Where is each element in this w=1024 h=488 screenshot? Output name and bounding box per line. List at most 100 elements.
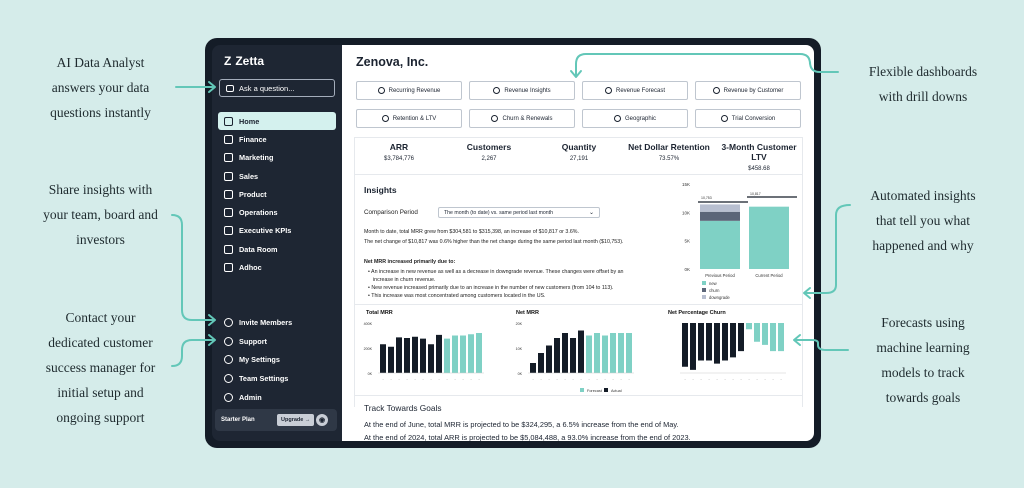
- bar-actual: [562, 333, 568, 373]
- x-tick-label: ·: [628, 377, 629, 382]
- legend-swatch-new: [702, 281, 706, 285]
- marker-label: 10,817: [750, 192, 761, 196]
- kpi-3-month-customer-ltv: 3-Month Customer LTV $458.68: [714, 142, 804, 172]
- x-tick-label: ·: [572, 377, 573, 382]
- x-tick-label: ·: [780, 377, 781, 382]
- company-title: Zenova, Inc.: [356, 55, 429, 69]
- sidebar-item-sales[interactable]: Sales: [218, 167, 336, 185]
- bar-forecast: [452, 335, 458, 373]
- dashboard-recurring-revenue[interactable]: Recurring Revenue: [356, 81, 462, 100]
- callout-dashboards: Flexible dashboards with drill downs: [868, 64, 978, 104]
- ask-question-input[interactable]: Ask a question...: [219, 79, 335, 97]
- bar-forecast: [468, 334, 474, 373]
- bar-actual: [554, 338, 560, 373]
- sidebar-item-label: Marketing: [239, 153, 274, 163]
- bar-actual: [738, 323, 744, 352]
- revenue-forecast-icon: [604, 87, 612, 94]
- legend-swatch-downgrade: [702, 295, 706, 299]
- product-icon: [224, 189, 233, 199]
- bar-forecast: [778, 323, 784, 352]
- plan-label: Starter Plan: [221, 417, 255, 423]
- bar-forecast: [594, 333, 600, 373]
- kpi-label: Quantity: [561, 142, 597, 152]
- legend-label: churn: [709, 288, 720, 293]
- x-tick-label: ·: [556, 377, 557, 382]
- divider: [354, 174, 802, 175]
- bar-actual: [530, 363, 536, 373]
- bar-actual: [714, 323, 720, 364]
- sidebar-item-my-settings[interactable]: My Settings: [218, 350, 336, 369]
- y-tick-label: 400K: [364, 322, 373, 326]
- x-tick-label: ·: [478, 377, 479, 382]
- dashboard-revenue-forecast[interactable]: Revenue Forecast: [582, 81, 688, 100]
- settings-icon: [224, 355, 233, 365]
- bar-forecast: [762, 323, 768, 345]
- home-icon: [224, 116, 233, 126]
- insight-line-1: Month to date, total MRR grew from $304,…: [364, 229, 579, 235]
- bar-actual: [396, 337, 402, 373]
- sidebar-item-home[interactable]: Home: [218, 112, 336, 131]
- sidebar-item-support[interactable]: Support: [218, 332, 336, 351]
- logo-text: Zetta: [235, 54, 265, 68]
- dashboard-geographic[interactable]: Geographic: [582, 109, 688, 128]
- sidebar-item-marketing[interactable]: Marketing: [218, 149, 336, 167]
- bar-actual: [578, 330, 584, 373]
- sidebar-item-label: Sales: [239, 171, 259, 181]
- dashboard-revenue-insights[interactable]: Revenue Insights: [469, 81, 575, 100]
- kpi-customers: Customers 2,267: [444, 142, 534, 172]
- goal-line-1: At the end of June, total MRR is project…: [364, 420, 679, 429]
- x-tick-label: ·: [414, 377, 415, 382]
- y-tick-label: 5K: [684, 239, 690, 244]
- x-tick-label: ·: [548, 377, 549, 382]
- x-tick-label: ·: [596, 377, 597, 382]
- sidebar-item-data-room[interactable]: Data Room: [218, 240, 336, 258]
- sidebar: Z Zetta Ask a question... Home Finance Mar…: [212, 45, 342, 441]
- adhoc-icon: [224, 263, 233, 273]
- ask-placeholder: Ask a question...: [239, 83, 295, 93]
- comparison-period-select[interactable]: The month (to date) vs. same period last…: [438, 207, 600, 218]
- kpi-net-dollar-retention: Net Dollar Retention 73.57%: [624, 142, 714, 172]
- upgrade-button[interactable]: Upgrade →: [277, 414, 315, 426]
- sidebar-item-admin[interactable]: Admin: [218, 388, 336, 407]
- sidebar-item-product[interactable]: Product: [218, 185, 336, 203]
- x-tick-label: ·: [700, 377, 701, 382]
- geographic-icon: [613, 115, 621, 122]
- kpi-arr: ARR $3,784,776: [354, 142, 444, 172]
- sidebar-item-finance[interactable]: Finance: [218, 130, 336, 148]
- dashboard-label: Geographic: [624, 115, 657, 122]
- sidebar-item-label: Adhoc: [239, 263, 262, 273]
- sidebar-item-label: Team Settings: [239, 373, 289, 383]
- dashboard-revenue-by-customer[interactable]: Revenue by Customer: [695, 81, 801, 100]
- finance-icon: [224, 134, 233, 144]
- dashboard-churn-and-renewals[interactable]: Churn & Renewals: [469, 109, 575, 128]
- goals-title: Track Towards Goals: [364, 403, 442, 413]
- sidebar-item-operations[interactable]: Operations: [218, 203, 336, 221]
- sidebar-item-invite-members[interactable]: Invite Members: [218, 313, 336, 332]
- legend-label: new: [709, 281, 718, 286]
- bar-actual: [412, 336, 418, 373]
- y-tick-label: 0K: [684, 267, 690, 272]
- x-tick-label: ·: [564, 377, 565, 382]
- sidebar-item-label: Invite Members: [239, 317, 293, 327]
- x-tick-label: ·: [454, 377, 455, 382]
- x-tick-label: ·: [406, 377, 407, 382]
- sidebar-item-label: Data Room: [239, 244, 278, 254]
- chart-title: Total MRR: [366, 310, 393, 316]
- eye-icon[interactable]: ◉: [316, 414, 328, 426]
- bar-downgrade: [700, 204, 740, 212]
- x-tick-label: ·: [470, 377, 471, 382]
- x-category-label: Previous Period: [705, 273, 735, 278]
- insight-line-2: The net change of $10,817 was 0.6% highe…: [364, 239, 624, 245]
- sidebar-item-adhoc[interactable]: Adhoc: [218, 258, 336, 276]
- dashboard-retention-and-ltv[interactable]: Retention & LTV: [356, 109, 462, 128]
- bar-churn: [700, 211, 740, 221]
- dashboard-trial-conversion[interactable]: Trial Conversion: [695, 109, 801, 128]
- x-tick-label: ·: [692, 377, 693, 382]
- sidebar-item-team-settings[interactable]: Team Settings: [218, 369, 336, 388]
- x-tick-label: ·: [764, 377, 765, 382]
- sidebar-item-label: Product: [239, 189, 267, 199]
- sidebar-item-executive-kpis[interactable]: Executive KPIs: [218, 222, 336, 240]
- legend-swatch-churn: [702, 288, 706, 292]
- legend-swatch-forecast: [580, 388, 584, 392]
- bar-forecast: [610, 333, 616, 373]
